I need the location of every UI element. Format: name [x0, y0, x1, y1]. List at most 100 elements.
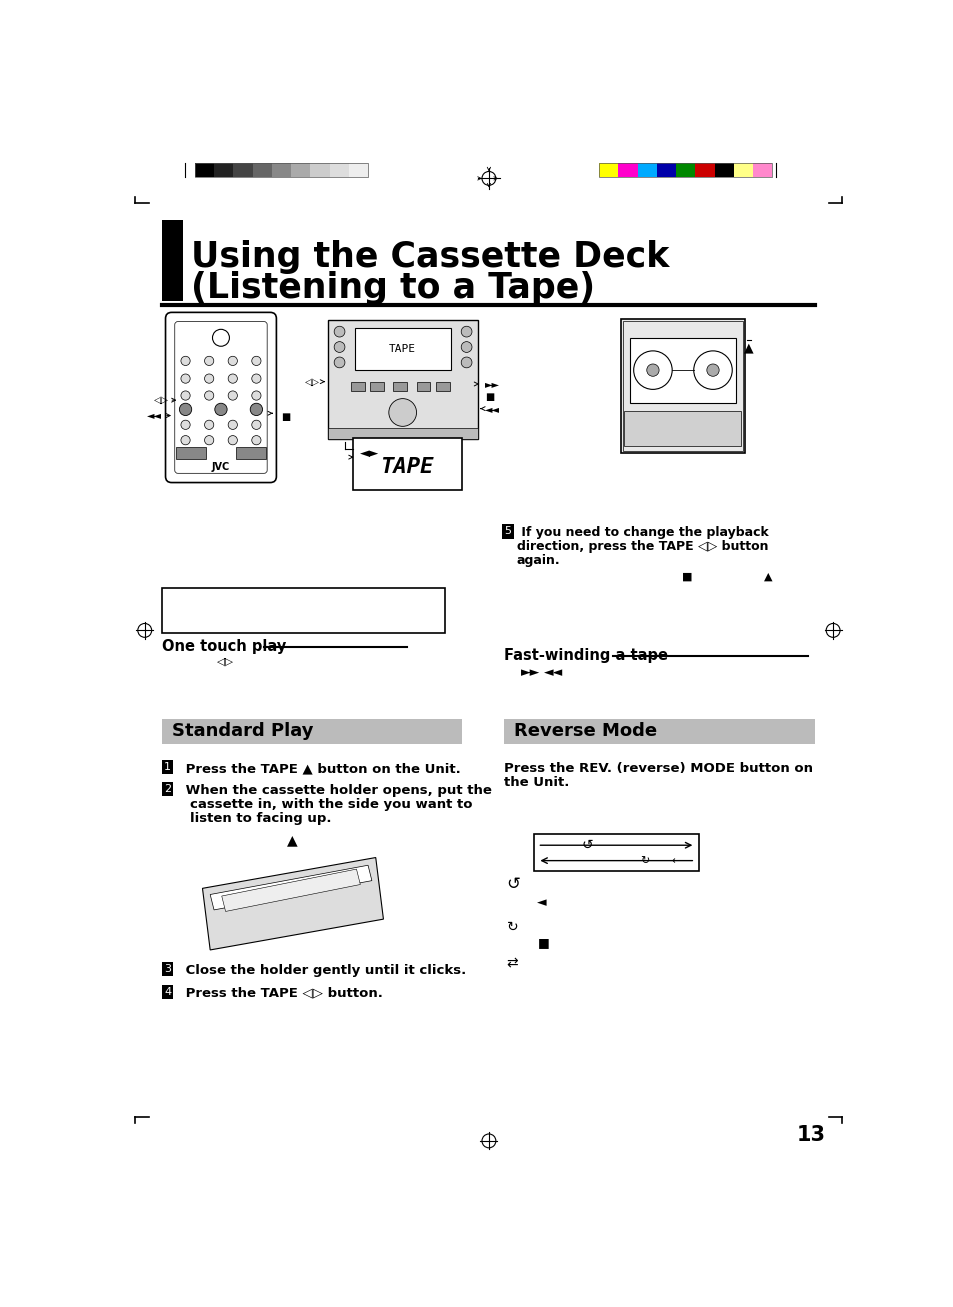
Text: One touch play: One touch play [161, 639, 286, 654]
Text: When the cassette holder opens, put the: When the cassette holder opens, put the [181, 784, 492, 797]
Circle shape [181, 391, 190, 400]
Bar [161, 220, 183, 301]
Bar [695, 163, 714, 176]
Circle shape [389, 399, 416, 426]
Circle shape [181, 374, 190, 383]
Text: again.: again. [517, 554, 559, 567]
Text: ⇄: ⇄ [506, 957, 517, 971]
Text: ←: ← [671, 856, 680, 865]
Bar [161, 719, 461, 744]
Circle shape [633, 350, 672, 389]
Text: Using the Cassette Deck: Using the Cassette Deck [191, 240, 669, 274]
Bar [416, 382, 430, 391]
Text: ▲: ▲ [763, 571, 772, 582]
Circle shape [204, 357, 213, 366]
Circle shape [228, 374, 237, 383]
Bar [328, 320, 477, 439]
Text: the Unit.: the Unit. [504, 776, 569, 789]
Circle shape [693, 350, 732, 389]
Bar [504, 719, 814, 744]
Circle shape [228, 391, 237, 400]
Text: JVC: JVC [212, 463, 230, 472]
Circle shape [334, 327, 345, 337]
Polygon shape [202, 857, 383, 950]
Bar [533, 834, 699, 872]
Bar [637, 163, 656, 176]
Bar [622, 320, 742, 451]
Bar [235, 447, 266, 460]
Circle shape [250, 404, 262, 416]
Text: Press the REV. (reverse) MODE button on: Press the REV. (reverse) MODE button on [504, 762, 813, 775]
Text: ◄◄: ◄◄ [147, 410, 161, 421]
Text: 2: 2 [164, 784, 171, 795]
Text: TAPE: TAPE [379, 457, 433, 477]
Text: ▲: ▲ [743, 341, 753, 354]
Bar [329, 163, 349, 176]
Bar [353, 438, 461, 490]
Text: Reverse Mode: Reverse Mode [514, 723, 657, 740]
Text: ■: ■ [281, 412, 290, 422]
Circle shape [334, 341, 345, 353]
Bar [175, 447, 206, 460]
Text: 13: 13 [796, 1125, 824, 1145]
Text: ■: ■ [681, 571, 692, 582]
Text: ►►: ►► [484, 379, 499, 389]
Circle shape [204, 435, 213, 444]
Circle shape [706, 363, 719, 376]
Text: cassette in, with the side you want to: cassette in, with the side you want to [190, 799, 472, 812]
Text: ◄◄: ◄◄ [484, 404, 499, 413]
Bar [194, 163, 368, 176]
Circle shape [181, 435, 190, 444]
Bar [349, 163, 368, 176]
Bar [676, 163, 695, 176]
Circle shape [179, 404, 192, 416]
Circle shape [228, 357, 237, 366]
Bar [393, 382, 407, 391]
Text: ◁▷: ◁▷ [217, 656, 233, 667]
Text: Close the holder gently until it clicks.: Close the holder gently until it clicks. [181, 963, 466, 976]
Bar [310, 163, 329, 176]
Polygon shape [221, 869, 360, 911]
Text: (Listening to a Tape): (Listening to a Tape) [191, 271, 595, 305]
Circle shape [252, 420, 261, 430]
Bar [213, 163, 233, 176]
Circle shape [252, 357, 261, 366]
Text: Press the TAPE ◁▷ button.: Press the TAPE ◁▷ button. [181, 987, 382, 1000]
Circle shape [646, 363, 659, 376]
Circle shape [181, 357, 190, 366]
Bar [161, 588, 444, 633]
Text: ↻: ↻ [639, 856, 649, 865]
Bar [253, 163, 272, 176]
Text: If you need to change the playback: If you need to change the playback [517, 527, 767, 540]
Circle shape [214, 404, 227, 416]
Bar [436, 382, 449, 391]
Bar [714, 163, 733, 176]
Bar [733, 163, 752, 176]
Text: ↻: ↻ [506, 920, 517, 933]
Circle shape [460, 327, 472, 337]
Circle shape [204, 420, 213, 430]
Text: 3: 3 [164, 963, 171, 974]
Circle shape [460, 341, 472, 353]
Text: Press the TAPE ▲ button on the Unit.: Press the TAPE ▲ button on the Unit. [181, 762, 460, 775]
Text: Fast-winding a tape: Fast-winding a tape [504, 648, 668, 663]
Bar [656, 163, 676, 176]
Circle shape [252, 391, 261, 400]
Bar [618, 163, 637, 176]
Text: 1: 1 [164, 762, 171, 772]
Text: ↺: ↺ [581, 838, 593, 852]
Bar [351, 382, 365, 391]
Text: ↺: ↺ [506, 876, 520, 894]
Text: ◄►: ◄► [359, 447, 378, 460]
Text: direction, press the TAPE ◁▷ button: direction, press the TAPE ◁▷ button [517, 540, 767, 553]
Circle shape [204, 374, 213, 383]
Bar [328, 427, 477, 439]
Bar [370, 382, 384, 391]
Text: 5: 5 [504, 527, 511, 536]
Circle shape [334, 357, 345, 367]
Text: 4: 4 [164, 987, 171, 997]
Circle shape [252, 435, 261, 444]
Text: ▲: ▲ [287, 833, 297, 847]
Bar [194, 163, 213, 176]
Circle shape [252, 374, 261, 383]
